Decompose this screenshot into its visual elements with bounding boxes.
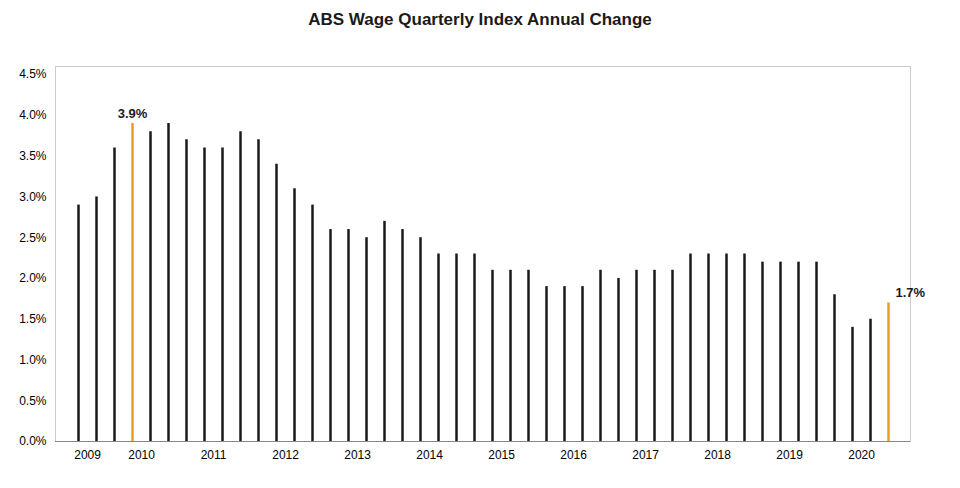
svg-text:2011: 2011 <box>201 448 227 462</box>
svg-text:1.7%: 1.7% <box>896 285 926 300</box>
svg-text:2014: 2014 <box>416 448 443 462</box>
svg-text:1.0%: 1.0% <box>19 353 47 367</box>
svg-text:4.0%: 4.0% <box>19 108 47 122</box>
svg-text:2013: 2013 <box>344 448 371 462</box>
svg-text:2017: 2017 <box>632 448 659 462</box>
svg-text:0.5%: 0.5% <box>19 394 47 408</box>
html-text:ABS Wage Quarterly Index Annua: ABS Wage Quarterly Index Annual Change <box>308 10 652 29</box>
svg-text:2015: 2015 <box>488 448 515 462</box>
svg-text:0.0%: 0.0% <box>19 434 47 448</box>
svg-text:2010: 2010 <box>128 448 155 462</box>
svg-text:2009: 2009 <box>74 448 101 462</box>
svg-text:2.5%: 2.5% <box>19 231 47 245</box>
svg-text:2016: 2016 <box>560 448 587 462</box>
svg-text:4.5%: 4.5% <box>19 67 47 81</box>
svg-text:2018: 2018 <box>704 448 731 462</box>
svg-text:2012: 2012 <box>272 448 299 462</box>
svg-text:2020: 2020 <box>848 448 875 462</box>
svg-text:3.9%: 3.9% <box>118 106 148 121</box>
svg-text:2.0%: 2.0% <box>19 271 47 285</box>
svg-text:3.5%: 3.5% <box>19 149 47 163</box>
svg-text:2019: 2019 <box>776 448 803 462</box>
svg-text:1.5%: 1.5% <box>19 312 47 326</box>
svg-text:3.0%: 3.0% <box>19 190 47 204</box>
